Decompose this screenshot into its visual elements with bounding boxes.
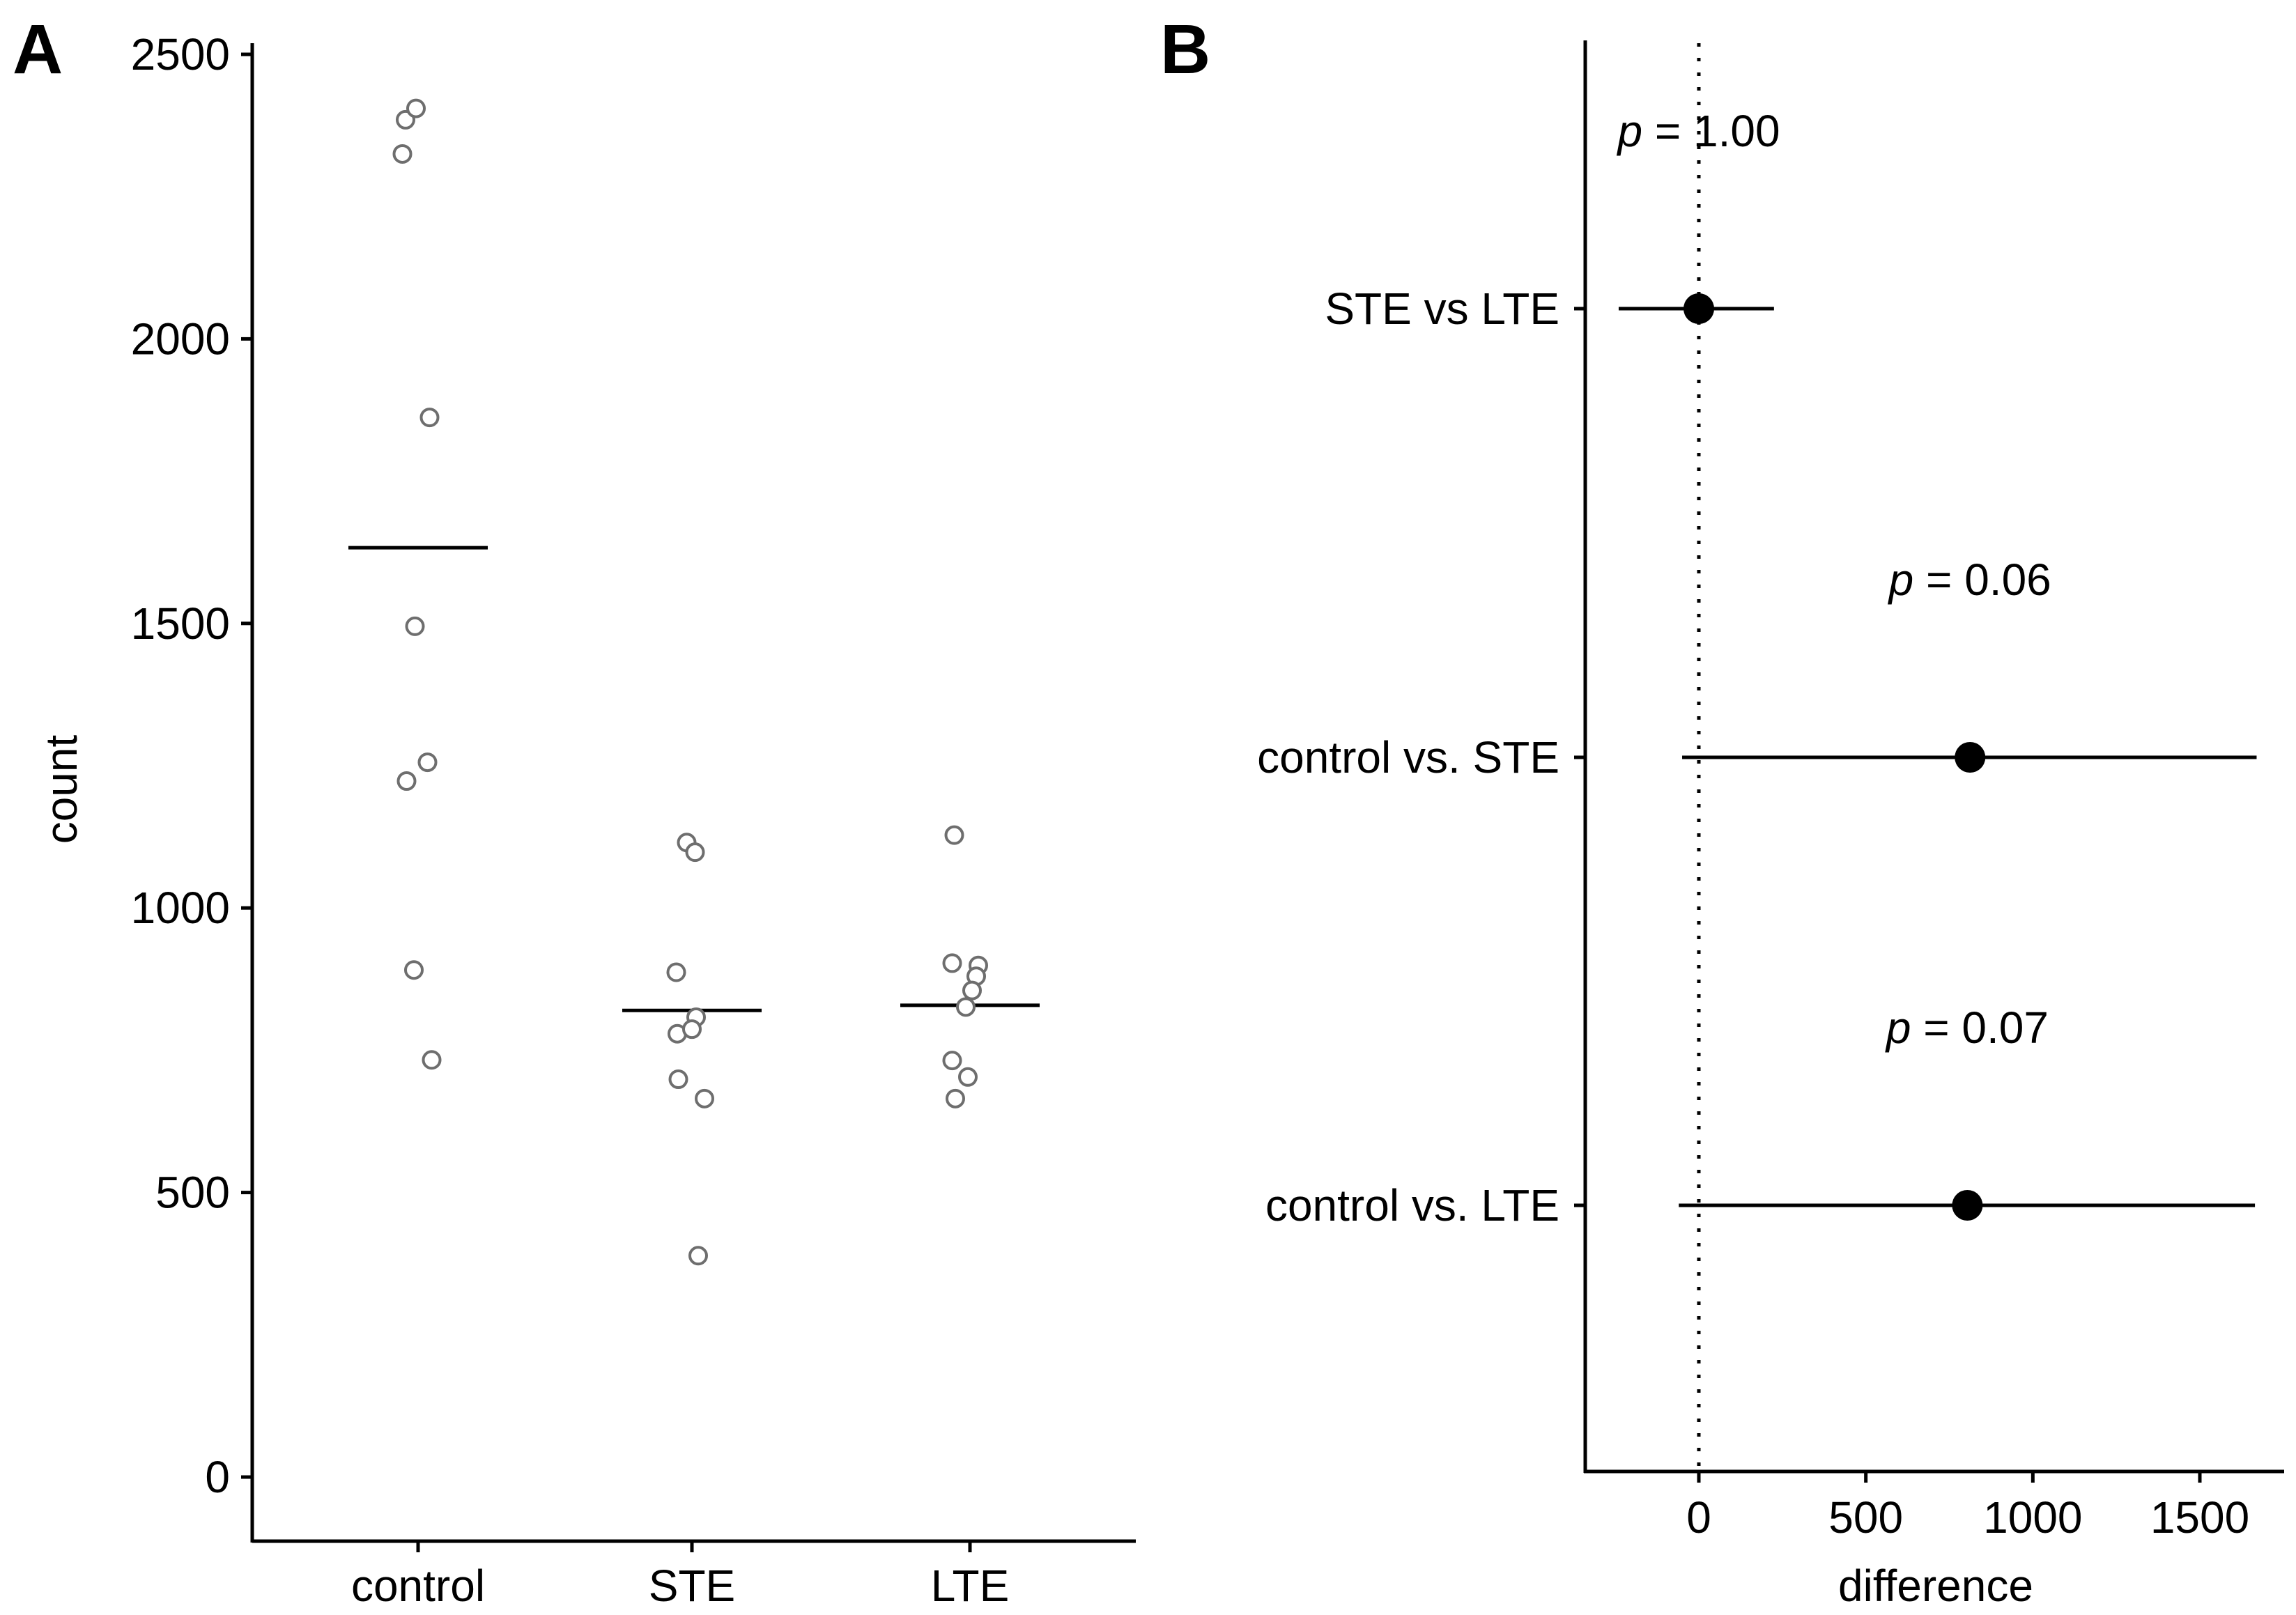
panel-a-point-STE xyxy=(695,1088,714,1108)
panel-b-row-label: control vs. STE xyxy=(1257,732,1559,782)
panel-a-point-control xyxy=(419,408,440,428)
panel-a-point-STE xyxy=(685,842,705,863)
panel-a-point-control xyxy=(422,1050,442,1070)
panel-b-estimate-point xyxy=(1955,742,1986,773)
panel-a-y-tick-label: 0 xyxy=(205,1452,230,1502)
panel-a-point-STE xyxy=(682,1019,702,1040)
panel-a-y-tick-label: 1000 xyxy=(131,883,230,933)
panel-a-point-STE xyxy=(668,1069,688,1090)
panel-a-point-LTE xyxy=(962,980,982,1000)
panel-a-point-LTE xyxy=(942,953,962,973)
panel-b-forest-plot: difference 0 500 1000 1500 STE vs LTE p = 1.… xyxy=(1257,40,2284,1611)
panel-a-y-tick-label: 2500 xyxy=(131,29,230,79)
panel-a-point-LTE xyxy=(944,825,964,845)
panel-a-y-tick-label: 1500 xyxy=(131,598,230,649)
panel-letter-a: A xyxy=(13,10,63,88)
panel-b-x-tick-label: 0 xyxy=(1686,1492,1711,1543)
panel-b-x-tick-label: 500 xyxy=(1828,1492,1903,1543)
panel-b-x-axis-title: difference xyxy=(1838,1561,2033,1611)
panel-a-point-control xyxy=(406,98,426,118)
panel-a-y-axis-title: count xyxy=(36,735,86,844)
panel-a-point-LTE xyxy=(956,997,976,1017)
panel-b-estimate-point xyxy=(1952,1190,1983,1221)
panel-b-p-value-label: p = 0.06 xyxy=(1888,555,2051,605)
panel-a-x-tick-label: control xyxy=(351,1561,485,1611)
panel-a-point-LTE xyxy=(946,1088,965,1108)
panel-a-x-tick-label: LTE xyxy=(931,1561,1010,1611)
panel-a-dot-plot: count 0 500 1000 1500 2000 2500 control STE LTE xyxy=(36,29,1136,1611)
panel-a-point-control xyxy=(392,144,413,164)
panel-b-x-tick-label: 1500 xyxy=(2150,1492,2249,1543)
panel-letter-b: B xyxy=(1160,10,1210,88)
panel-a-point-control xyxy=(405,616,425,636)
panel-a-x-tick-label: STE xyxy=(649,1561,735,1611)
panel-b-x-tick-label: 1000 xyxy=(1983,1492,2082,1543)
panel-b-row-label: control vs. LTE xyxy=(1265,1180,1559,1230)
panel-a-y-tick-label: 2000 xyxy=(131,314,230,364)
panel-a-point-STE xyxy=(688,1246,708,1266)
panel-a-point-LTE xyxy=(942,1051,962,1071)
panel-a-point-STE xyxy=(666,962,686,982)
panel-b-p-value-label: p = 1.00 xyxy=(1616,106,1780,156)
panel-b-p-value-label: p = 0.07 xyxy=(1885,1003,2049,1053)
panel-a-point-control xyxy=(404,960,424,980)
panel-b-row-label: STE vs LTE xyxy=(1325,284,1559,334)
panel-a-point-control xyxy=(417,752,438,773)
panel-a-point-control xyxy=(396,771,417,791)
panel-b-estimate-point xyxy=(1684,293,1714,324)
panel-a-point-LTE xyxy=(958,1067,978,1087)
panel-a-y-tick-label: 500 xyxy=(155,1168,230,1218)
